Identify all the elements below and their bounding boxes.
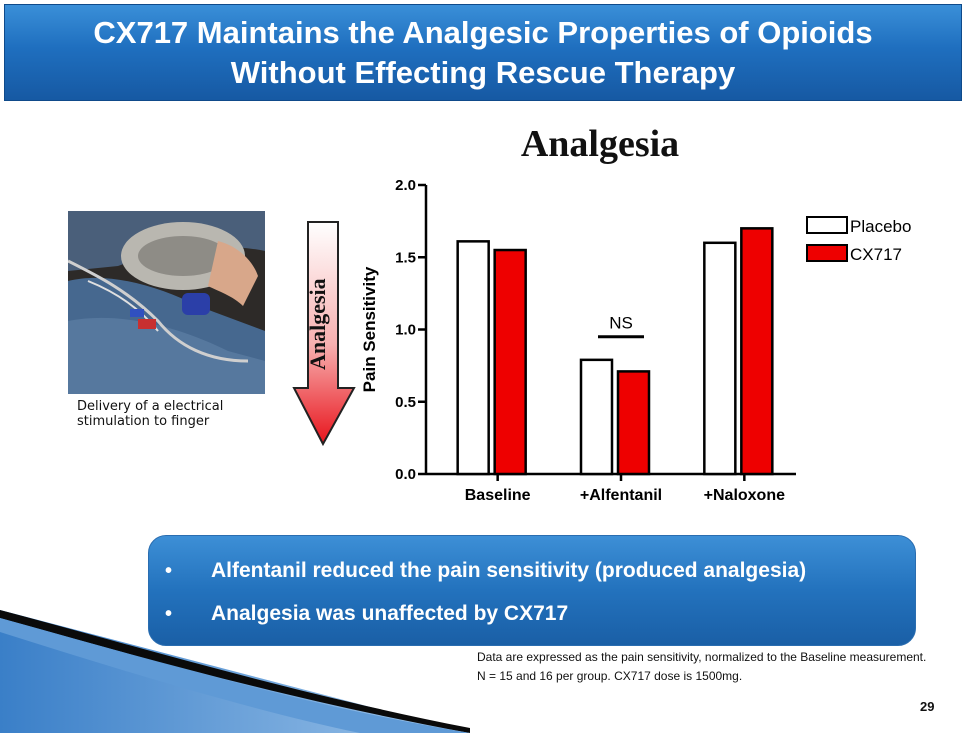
y-tick-label: 1.5 bbox=[395, 249, 416, 266]
x-tick-label: +Alfentanil bbox=[580, 487, 662, 504]
bar-cx717 bbox=[616, 370, 651, 476]
ns-label: NS bbox=[609, 314, 633, 333]
page-number: 29 bbox=[920, 699, 935, 714]
y-tick-label: 2.0 bbox=[395, 177, 416, 194]
stimulation-photo-drawing bbox=[68, 211, 265, 394]
bar-placebo bbox=[579, 358, 614, 476]
stimulation-photo bbox=[68, 211, 265, 394]
legend-label: CX717 bbox=[850, 245, 902, 264]
legend-swatch bbox=[806, 216, 848, 234]
footnote-text: N = 15 and 16 per group. CX717 dose is 1… bbox=[477, 669, 743, 683]
bullet-text: Analgesia was unaffected by CX717 bbox=[211, 602, 569, 625]
bullet-marker: • bbox=[165, 602, 173, 625]
arrow-label: Analgesia bbox=[305, 278, 330, 370]
slide-title-line-1: CX717 Maintains the Analgesic Properties… bbox=[93, 14, 873, 50]
x-tick-label: +Naloxone bbox=[704, 487, 785, 504]
legend-label: Placebo bbox=[850, 217, 911, 236]
y-axis-label: Pain Sensitivity bbox=[360, 266, 379, 392]
x-tick-label: Baseline bbox=[465, 487, 531, 504]
slide-title-line-2: Without Effecting Rescue Therapy bbox=[230, 54, 736, 90]
key-findings-box: • Alfentanil reduced the pain sensitivit… bbox=[148, 535, 916, 646]
y-axis: 0.0 0.5 1.0 1.5 2.0 Pain Sensitivity bbox=[360, 177, 428, 483]
bar-placebo bbox=[456, 240, 490, 476]
analgesia-arrow bbox=[292, 220, 356, 447]
annotation: NS bbox=[598, 314, 644, 339]
bars bbox=[456, 227, 774, 476]
decorative-swoosh bbox=[0, 610, 470, 733]
bullet-item: • Analgesia was unaffected by CX717 bbox=[165, 599, 568, 629]
bar-cx717 bbox=[493, 248, 527, 476]
y-tick-label: 0.0 bbox=[395, 466, 416, 483]
legend-swatch bbox=[806, 244, 848, 262]
title-bar: CX717 Maintains the Analgesic Properties… bbox=[4, 4, 962, 101]
y-tick-label: 1.0 bbox=[395, 322, 416, 339]
down-arrow-icon bbox=[292, 221, 356, 447]
bar-cx717 bbox=[740, 227, 774, 476]
bullet-text: Alfentanil reduced the pain sensitivity … bbox=[211, 559, 807, 582]
photo-caption: Delivery of a electrical stimulation to … bbox=[77, 399, 224, 429]
footnote-text: Data are expressed as the pain sensitivi… bbox=[477, 650, 927, 664]
bar-placebo bbox=[703, 241, 737, 476]
bar-chart: 0.0 0.5 1.0 1.5 2.0 Pain Sensitivity Baseline… bbox=[360, 177, 911, 504]
y-tick-label: 0.5 bbox=[395, 394, 416, 411]
legend: Placebo CX717 bbox=[806, 216, 911, 264]
bullet-marker: • bbox=[165, 559, 173, 582]
footnote: Data are expressed as the pain sensitivi… bbox=[477, 651, 947, 689]
bullet-item: • Alfentanil reduced the pain sensitivit… bbox=[165, 556, 806, 586]
x-axis: Baseline +Alfentanil +Naloxone bbox=[426, 472, 796, 504]
chart-title: Analgesia bbox=[520, 123, 680, 165]
